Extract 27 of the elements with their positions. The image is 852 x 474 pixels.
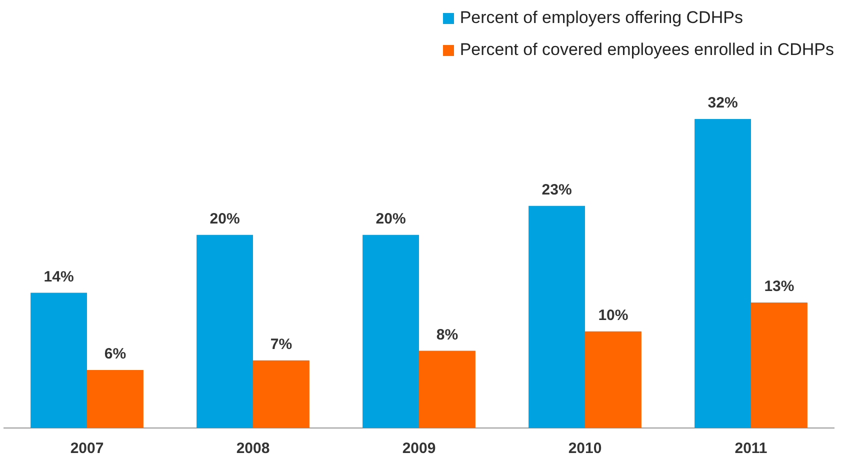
legend-label: Percent of covered employees enrolled in CDHPs — [460, 40, 834, 60]
data-label: 6% — [104, 346, 126, 363]
data-label: 20% — [376, 210, 406, 228]
x-tick-label: 2008 — [236, 440, 270, 458]
data-label: 7% — [270, 336, 292, 354]
bar — [196, 234, 253, 428]
bar — [253, 360, 310, 428]
data-label: 13% — [764, 278, 794, 296]
bar — [87, 370, 144, 428]
bar — [362, 234, 419, 428]
bar — [30, 292, 87, 428]
x-tick-label: 2007 — [70, 440, 104, 458]
x-tick-label: 2011 — [734, 440, 768, 458]
x-tick-label: 2010 — [568, 440, 602, 458]
data-label: 14% — [44, 268, 74, 286]
bar — [694, 118, 751, 428]
x-tick-label: 2009 — [402, 440, 436, 458]
data-label: 10% — [598, 307, 628, 324]
data-label: 8% — [436, 326, 458, 344]
legend-label: Percent of employers offering CDHPs — [460, 8, 743, 28]
data-label: 32% — [708, 94, 738, 112]
bar — [585, 331, 642, 428]
bar — [419, 350, 476, 428]
data-label: 23% — [542, 182, 572, 199]
data-label: 20% — [210, 210, 240, 228]
bar — [751, 302, 808, 428]
bar — [528, 206, 585, 428]
